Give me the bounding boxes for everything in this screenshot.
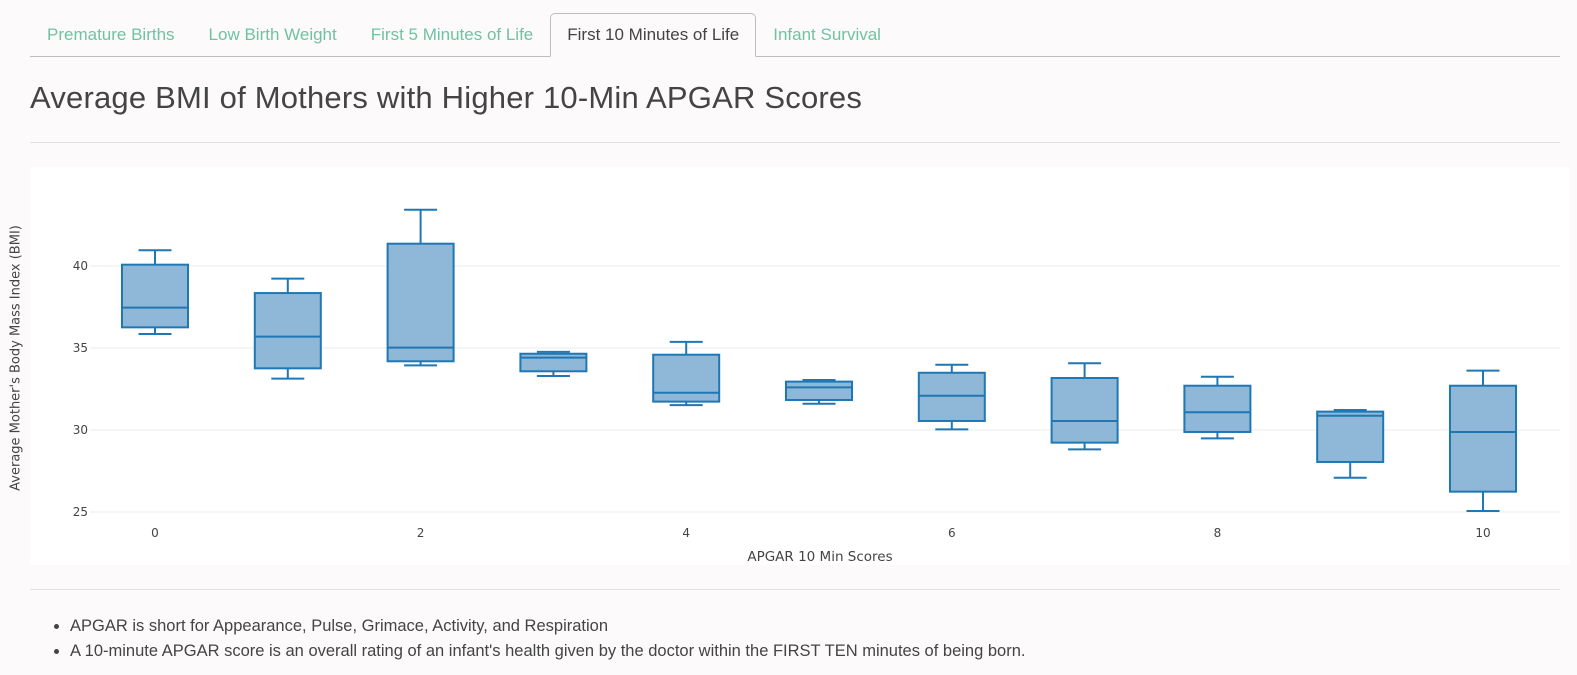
box-plot-chart[interactable]: 25 30 35 40 0 2 4 6 8 10 — [30, 167, 1570, 565]
y-axis-label: Average Mother's Body Mass Index (BMI) — [8, 225, 24, 491]
x-tick-label: 8 — [1214, 526, 1222, 540]
chart-canvas[interactable]: 25 30 35 40 0 2 4 6 8 10 — [30, 167, 1570, 565]
tab-first-10-minutes[interactable]: First 10 Minutes of Life — [550, 13, 757, 57]
x-tick-label: 2 — [417, 526, 425, 540]
y-tick-label: 40 — [73, 259, 88, 273]
tab-first-5-minutes[interactable]: First 5 Minutes of Life — [370, 25, 534, 44]
x-tick-label: 4 — [682, 526, 690, 540]
x-tick-label: 6 — [948, 526, 956, 540]
box-3[interactable] — [519, 352, 588, 373]
box-8[interactable] — [1183, 384, 1252, 433]
box-0[interactable] — [121, 263, 189, 329]
box-2[interactable] — [386, 242, 455, 363]
x-tick-label: 10 — [1475, 526, 1490, 540]
y-tick-label: 35 — [73, 341, 88, 355]
tab-premature-births[interactable]: Premature Births — [47, 25, 175, 44]
box-10[interactable] — [1449, 384, 1517, 493]
notes-list: APGAR is short for Appearance, Pulse, Gr… — [30, 614, 1025, 664]
divider-top — [30, 142, 1560, 143]
y-tick-label: 30 — [73, 423, 88, 437]
x-tick-label: 0 — [151, 526, 159, 540]
box-4[interactable] — [652, 353, 721, 403]
x-axis-label: APGAR 10 Min Scores — [747, 549, 893, 565]
tab-bar: Premature Births Low Birth Weight First … — [30, 13, 1560, 57]
box-9[interactable] — [1316, 410, 1385, 463]
note-item: APGAR is short for Appearance, Pulse, Gr… — [70, 614, 1025, 639]
page-title: Average BMI of Mothers with Higher 10-Mi… — [30, 80, 863, 115]
tab-infant-survival[interactable]: Infant Survival — [773, 25, 881, 44]
tab-low-birth-weight[interactable]: Low Birth Weight — [208, 25, 337, 44]
box-6[interactable] — [917, 371, 986, 422]
box-1[interactable] — [253, 292, 322, 370]
note-item: A 10-minute APGAR score is an overall ra… — [70, 639, 1025, 664]
y-tick-label: 25 — [73, 505, 88, 519]
box-7[interactable] — [1050, 377, 1119, 444]
divider-bottom — [30, 589, 1560, 590]
box-5[interactable] — [785, 380, 853, 401]
